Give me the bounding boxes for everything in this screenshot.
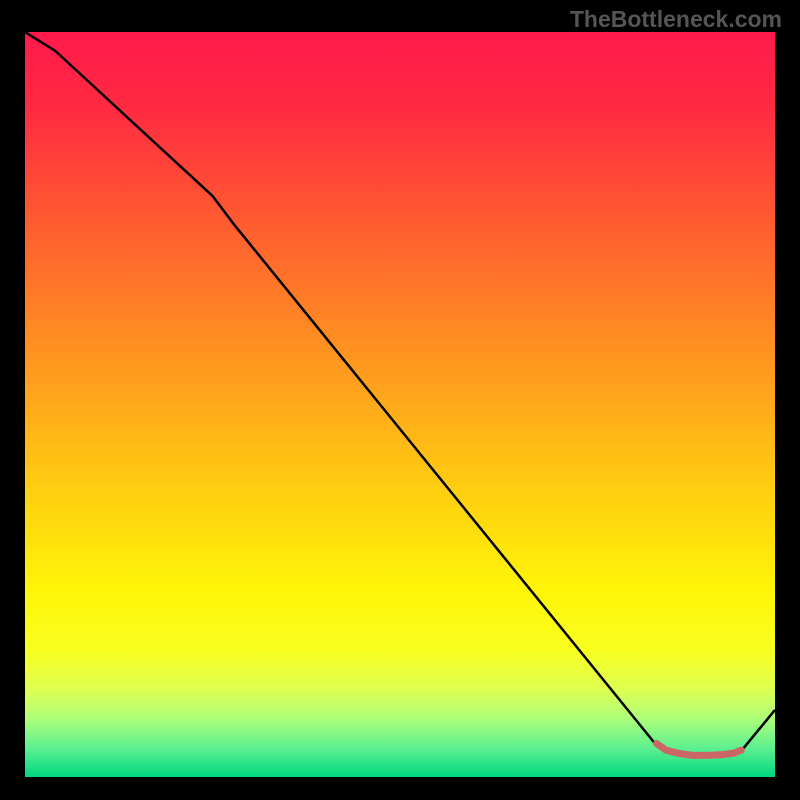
attribution-label: TheBottleneck.com xyxy=(570,6,782,33)
gradient-background xyxy=(25,32,775,777)
plot-svg xyxy=(25,32,775,777)
chart-container: TheBottleneck.com xyxy=(0,0,800,800)
plot-area xyxy=(25,32,775,777)
